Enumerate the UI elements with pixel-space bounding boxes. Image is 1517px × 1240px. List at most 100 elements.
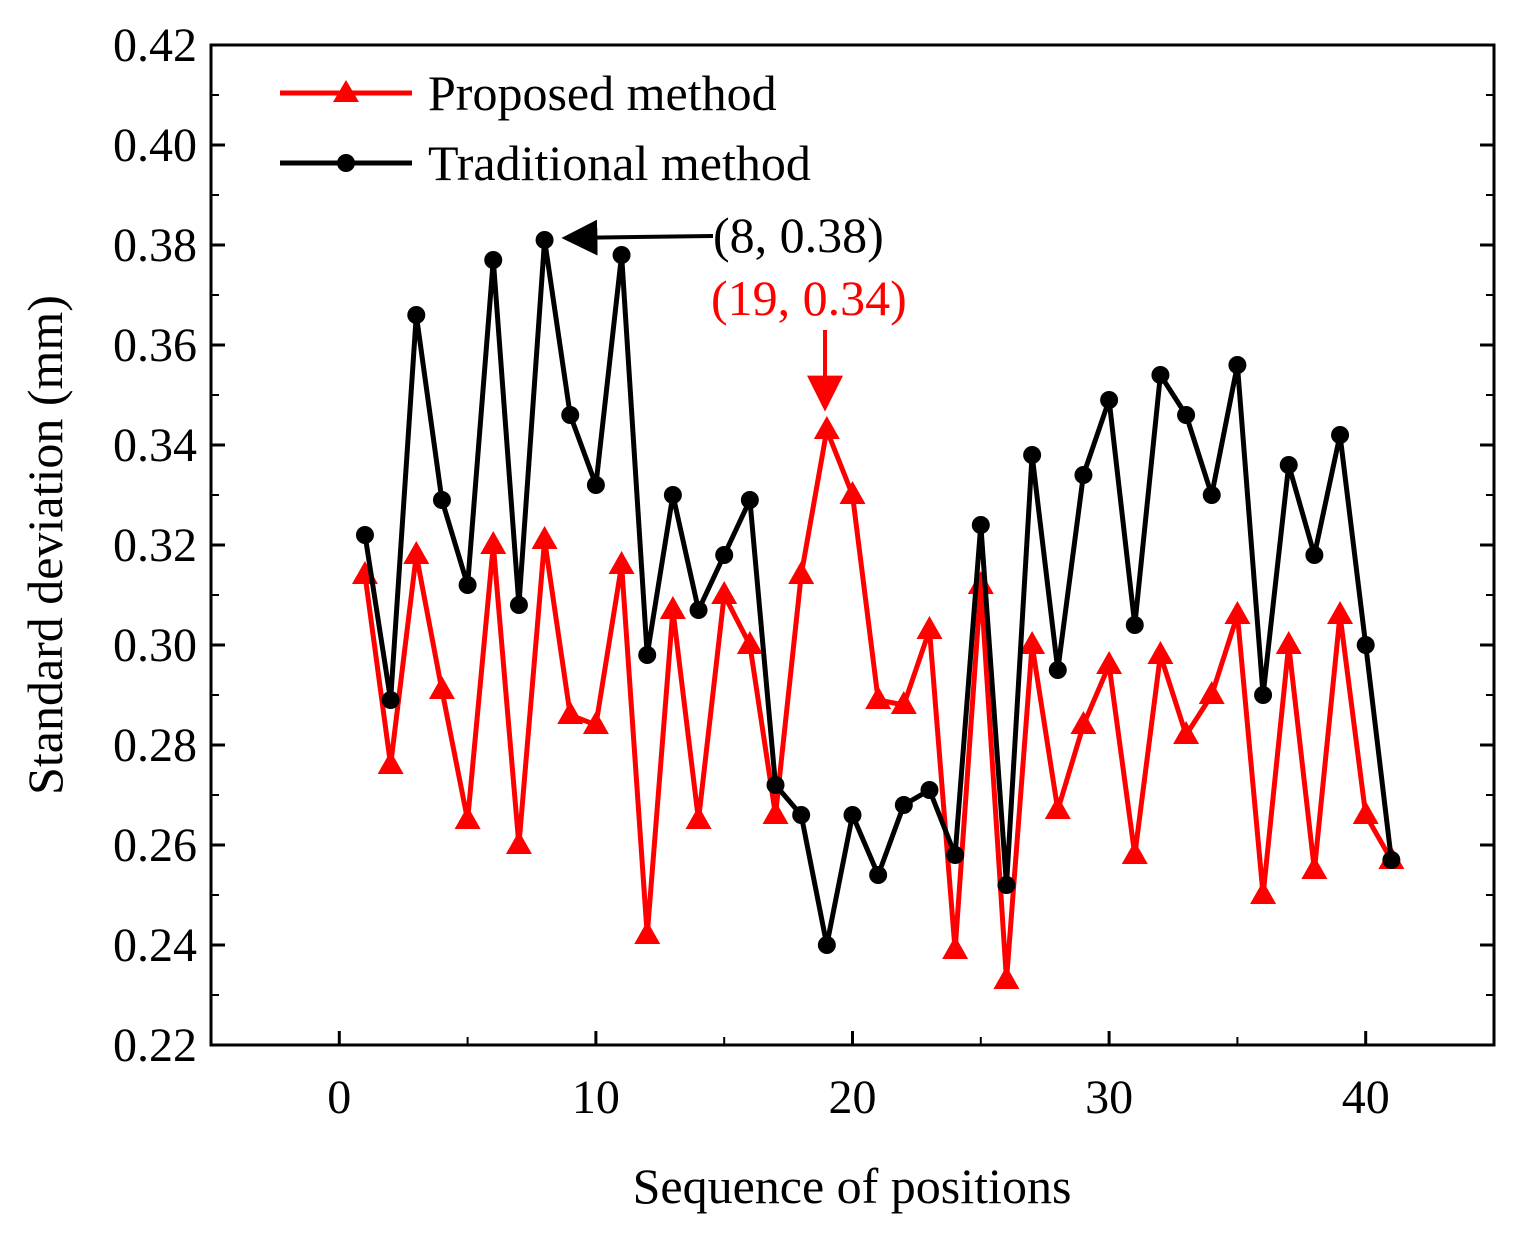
x-tick-label-40: 40 [1342, 1071, 1390, 1124]
legend-label-traditional: Traditional method [428, 135, 811, 191]
point-traditional-method-29 [1074, 466, 1093, 484]
y-axis-title: Standard deviation (mm) [17, 295, 73, 795]
point-traditional-method-38 [1305, 546, 1324, 564]
annotation-proposed-max: (19, 0.34) [711, 270, 907, 326]
point-proposed-method-17 [762, 801, 789, 824]
series-traditional-method [355, 231, 1401, 954]
point-proposed-method-29 [1070, 711, 1097, 734]
point-traditional-method-24 [946, 846, 965, 864]
y-tick-label-8: 0.38 [113, 219, 197, 272]
point-proposed-method-31 [1121, 841, 1148, 864]
point-traditional-method-11 [612, 246, 631, 264]
point-traditional-method-4 [432, 491, 451, 509]
point-traditional-method-41 [1382, 851, 1401, 869]
point-proposed-method-11 [608, 551, 635, 574]
point-proposed-method-20 [839, 481, 866, 504]
y-tick-label-1: 0.24 [113, 919, 197, 972]
point-proposed-method-24 [942, 936, 969, 959]
point-traditional-method-37 [1279, 456, 1298, 474]
point-proposed-method-37 [1275, 631, 1302, 654]
point-traditional-method-40 [1356, 636, 1375, 654]
point-proposed-method-23 [916, 616, 943, 639]
legend-label-proposed: Proposed method [428, 65, 777, 121]
point-proposed-method-2 [377, 751, 404, 774]
point-traditional-method-8 [535, 231, 554, 249]
point-proposed-method-18 [788, 561, 815, 584]
point-proposed-method-39 [1327, 601, 1354, 624]
point-traditional-method-12 [638, 646, 657, 664]
point-proposed-method-13 [659, 596, 686, 619]
point-proposed-method-27 [1019, 631, 1046, 654]
point-proposed-method-22 [890, 691, 917, 714]
point-traditional-method-35 [1228, 356, 1247, 374]
point-traditional-method-16 [740, 491, 759, 509]
legend-circle-icon [337, 154, 355, 172]
x-axis-title: Sequence of positions [633, 1158, 1072, 1214]
annotation-traditional-max: (8, 0.38) [713, 207, 884, 263]
point-traditional-method-1 [355, 526, 374, 544]
point-proposed-method-3 [403, 541, 430, 564]
y-tick-label-4: 0.30 [113, 619, 197, 672]
point-traditional-method-15 [715, 546, 734, 564]
point-traditional-method-36 [1254, 686, 1273, 704]
point-traditional-method-17 [766, 776, 785, 794]
point-proposed-method-10 [582, 711, 609, 734]
point-traditional-method-30 [1100, 391, 1119, 409]
point-proposed-method-15 [711, 581, 738, 604]
point-proposed-method-19 [813, 416, 840, 439]
point-traditional-method-31 [1125, 616, 1144, 634]
point-traditional-method-6 [484, 251, 503, 269]
point-proposed-method-12 [634, 921, 661, 944]
point-traditional-method-10 [586, 476, 605, 494]
point-traditional-method-2 [381, 691, 400, 709]
point-proposed-method-5 [454, 806, 481, 829]
y-tick-label-0: 0.22 [113, 1019, 197, 1072]
point-traditional-method-39 [1331, 426, 1350, 444]
point-proposed-method-7 [505, 831, 532, 854]
point-proposed-method-30 [1096, 651, 1123, 674]
point-traditional-method-9 [561, 406, 580, 424]
x-tick-label-20: 20 [829, 1071, 877, 1124]
x-tick-label-30: 30 [1085, 1071, 1133, 1124]
point-proposed-method-35 [1224, 601, 1251, 624]
point-proposed-method-8 [531, 526, 558, 549]
legend: Proposed method Traditional method [280, 65, 811, 191]
point-traditional-method-7 [509, 596, 528, 614]
annotations: (8, 0.38) (19, 0.34) [561, 207, 907, 412]
point-traditional-method-14 [689, 601, 708, 619]
point-proposed-method-26 [993, 966, 1020, 989]
point-proposed-method-32 [1147, 641, 1174, 664]
point-traditional-method-25 [971, 516, 990, 534]
y-tick-label-3: 0.28 [113, 719, 197, 772]
x-tick-label-10: 10 [572, 1071, 620, 1124]
point-traditional-method-27 [1023, 446, 1042, 464]
point-proposed-method-38 [1301, 856, 1328, 879]
point-traditional-method-23 [920, 781, 939, 799]
point-proposed-method-14 [685, 806, 712, 829]
point-proposed-method-16 [736, 631, 763, 654]
point-proposed-method-40 [1352, 801, 1379, 824]
y-tick-label-7: 0.36 [113, 319, 197, 372]
point-proposed-method-4 [428, 676, 455, 699]
y-axis: 0.22 0.24 0.26 0.28 0.30 0.32 0.34 0.36 0.38 0.40… [113, 19, 1494, 1072]
legend-triangle-icon [333, 80, 359, 102]
x-tick-label-0: 0 [327, 1071, 351, 1124]
point-traditional-method-19 [817, 936, 836, 954]
point-traditional-method-20 [843, 806, 862, 824]
x-axis: 0 10 20 30 40 [327, 1031, 1390, 1124]
point-proposed-method-25 [967, 571, 994, 594]
point-proposed-method-33 [1173, 721, 1200, 744]
point-traditional-method-34 [1202, 486, 1221, 504]
series-layer [351, 231, 1405, 989]
point-proposed-method-6 [480, 531, 507, 554]
point-traditional-method-22 [894, 796, 913, 814]
point-traditional-method-32 [1151, 366, 1170, 384]
point-proposed-method-28 [1044, 796, 1071, 819]
y-tick-label-6: 0.34 [113, 419, 197, 472]
point-proposed-method-34 [1198, 681, 1225, 704]
y-tick-label-10: 0.42 [113, 19, 197, 72]
y-tick-label-2: 0.26 [113, 819, 197, 872]
point-proposed-method-9 [557, 701, 584, 724]
point-proposed-method-21 [865, 686, 892, 709]
